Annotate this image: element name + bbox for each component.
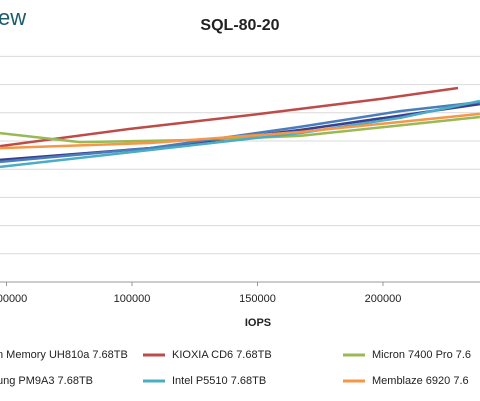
x-tick-label: 100000 bbox=[114, 293, 151, 305]
legend-label: n Memory UH810a 7.68TB bbox=[0, 349, 128, 361]
x-tick-label: 00000 bbox=[0, 293, 27, 305]
legend-label: ung PM9A3 7.68TB bbox=[0, 375, 93, 387]
legend-label: Intel P5510 7.68TB bbox=[172, 375, 266, 387]
series-line bbox=[0, 100, 480, 164]
x-tick-label: 200000 bbox=[365, 293, 402, 305]
legend-label: Micron 7400 Pro 7.6 bbox=[372, 349, 471, 361]
series-line bbox=[0, 112, 480, 150]
series-line bbox=[0, 86, 459, 148]
legend-label: KIOXIA CD6 7.68TB bbox=[172, 349, 272, 361]
x-axis-label: IOPS bbox=[245, 317, 271, 329]
logo: ew bbox=[0, 5, 26, 30]
chart-title: SQL-80-20 bbox=[200, 17, 279, 34]
legend-label: Memblaze 6920 7.6 bbox=[372, 375, 469, 387]
x-tick-label: 150000 bbox=[239, 293, 276, 305]
